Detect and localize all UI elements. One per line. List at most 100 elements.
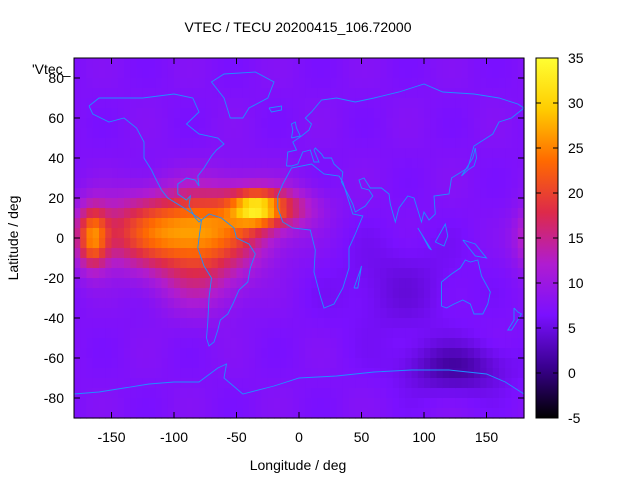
heatmap-cell: [417, 178, 425, 189]
heatmap-cell: [117, 58, 125, 69]
heatmap-cell: [499, 218, 506, 229]
heatmap-cell: [167, 78, 175, 89]
heatmap-cell: [374, 338, 381, 349]
heatmap-cell: [430, 58, 438, 69]
heatmap-cell: [311, 58, 319, 69]
heatmap-cell: [455, 78, 463, 89]
heatmap-cell: [349, 268, 356, 279]
heatmap-cell: [405, 108, 413, 119]
heatmap-cell: [111, 118, 119, 129]
heatmap-cell: [405, 138, 413, 149]
heatmap-cell: [167, 408, 175, 419]
heatmap-cell: [92, 138, 100, 149]
heatmap-cell: [449, 218, 456, 229]
heatmap-cell: [361, 148, 369, 159]
heatmap-cell: [224, 88, 231, 99]
heatmap-cell: [449, 248, 456, 259]
heatmap-cell: [317, 228, 325, 239]
heatmap-cell: [467, 78, 475, 89]
heatmap-cell: [330, 168, 338, 179]
heatmap-cell: [474, 238, 481, 249]
heatmap-cell: [242, 348, 250, 359]
heatmap-cell: [324, 328, 331, 339]
heatmap-cell: [74, 228, 81, 239]
heatmap-cell: [92, 298, 100, 309]
heatmap-cell: [130, 408, 138, 419]
heatmap-cell: [217, 98, 225, 109]
heatmap-cell: [411, 378, 419, 389]
heatmap-cell: [480, 158, 488, 169]
heatmap-cell: [236, 258, 244, 269]
heatmap-cell: [411, 108, 419, 119]
heatmap-cell: [286, 238, 294, 249]
heatmap-cell: [136, 328, 144, 339]
heatmap-cell: [267, 188, 275, 199]
heatmap-cell: [80, 178, 88, 189]
heatmap-cell: [236, 78, 244, 89]
heatmap-cell: [205, 78, 213, 89]
heatmap-cell: [355, 78, 363, 89]
heatmap-cell: [174, 88, 181, 99]
heatmap-cell: [411, 78, 419, 89]
heatmap-cell: [311, 108, 319, 119]
heatmap-cell: [111, 258, 119, 269]
heatmap-cell: [249, 68, 256, 79]
heatmap-cell: [155, 348, 163, 359]
heatmap-cell: [186, 218, 194, 229]
heatmap-cell: [430, 378, 438, 389]
heatmap-cell: [467, 388, 475, 399]
heatmap-cell: [399, 158, 406, 169]
heatmap-cell: [305, 118, 313, 129]
heatmap-cell: [180, 328, 188, 339]
heatmap-cell: [74, 298, 81, 309]
heatmap-cell: [130, 198, 138, 209]
heatmap-cell: [336, 68, 344, 79]
heatmap-cell: [236, 358, 244, 369]
heatmap-cell: [205, 58, 213, 69]
heatmap-cell: [374, 98, 381, 109]
y-tick-label: -20: [44, 270, 64, 286]
heatmap-cell: [511, 258, 519, 269]
heatmap-cell: [161, 238, 169, 249]
heatmap-cell: [405, 98, 413, 109]
heatmap-cell: [386, 178, 394, 189]
heatmap-cell: [286, 368, 294, 379]
heatmap-cell: [330, 378, 338, 389]
heatmap-cell: [230, 218, 238, 229]
heatmap-cell: [142, 188, 150, 199]
heatmap-cell: [492, 308, 500, 319]
heatmap-cell: [442, 148, 450, 159]
heatmap-cell: [399, 58, 406, 69]
heatmap-cell: [74, 178, 81, 189]
heatmap-cell: [392, 228, 400, 239]
heatmap-cell: [199, 268, 206, 279]
heatmap-cell: [161, 378, 169, 389]
heatmap-cell: [505, 118, 513, 129]
heatmap-cell: [342, 58, 350, 69]
heatmap-cell: [149, 68, 156, 79]
heatmap-cell: [74, 408, 81, 419]
heatmap-cell: [80, 248, 88, 259]
heatmap-cell: [511, 378, 519, 389]
heatmap-cell: [261, 298, 269, 309]
heatmap-cell: [380, 268, 388, 279]
heatmap-cell: [517, 398, 525, 409]
heatmap-cell: [342, 238, 350, 249]
heatmap-cell: [155, 138, 163, 149]
heatmap-cell: [136, 288, 144, 299]
heatmap-cell: [505, 408, 513, 419]
heatmap-cell: [180, 118, 188, 129]
heatmap-cell: [355, 118, 363, 129]
heatmap-cell: [186, 328, 194, 339]
heatmap-cell: [155, 88, 163, 99]
heatmap-cell: [249, 198, 256, 209]
heatmap-cell: [286, 408, 294, 419]
heatmap-cell: [411, 248, 419, 259]
heatmap-cell: [74, 98, 81, 109]
heatmap-cell: [99, 408, 106, 419]
heatmap-cell: [267, 138, 275, 149]
heatmap-cell: [361, 348, 369, 359]
heatmap-cell: [374, 148, 381, 159]
heatmap-cell: [305, 268, 313, 279]
heatmap-cell: [105, 368, 113, 379]
